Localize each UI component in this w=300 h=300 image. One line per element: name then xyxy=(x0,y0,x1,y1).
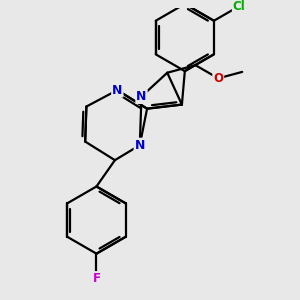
Text: N: N xyxy=(112,84,122,97)
Text: N: N xyxy=(136,90,147,103)
Text: F: F xyxy=(92,272,101,285)
Text: Cl: Cl xyxy=(233,0,246,13)
Text: N: N xyxy=(135,139,145,152)
Text: O: O xyxy=(213,72,223,85)
